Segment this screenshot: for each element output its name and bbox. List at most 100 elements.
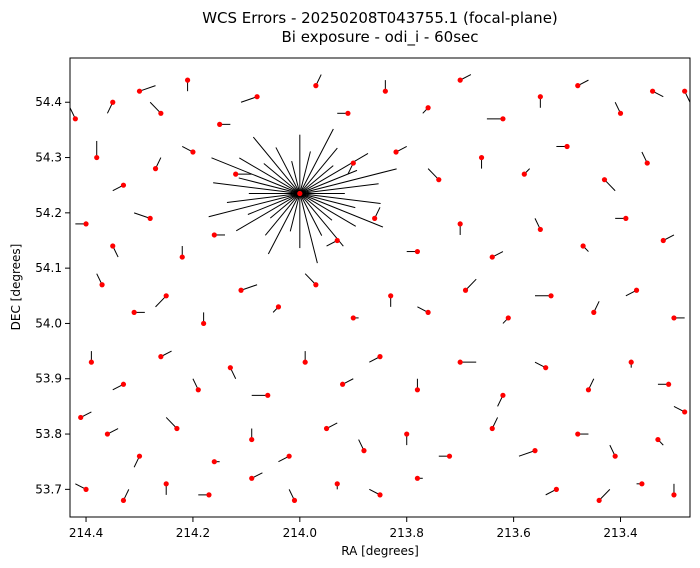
star-marker [104, 431, 111, 437]
star-marker [334, 237, 340, 244]
star-marker [158, 354, 164, 360]
star-marker [265, 392, 271, 398]
error-vector [299, 193, 357, 227]
error-vector [267, 193, 301, 255]
error-vector [299, 193, 333, 221]
error-vector [291, 160, 301, 194]
star-marker [553, 486, 559, 492]
error-vector [299, 151, 311, 194]
plot-frame [69, 57, 691, 518]
error-vector [299, 193, 384, 228]
star-marker [174, 425, 180, 432]
star-marker [537, 94, 543, 100]
star-marker [291, 497, 298, 504]
star-marker [580, 243, 586, 249]
star-marker [660, 237, 666, 244]
error-vector [518, 450, 536, 457]
star-marker [633, 287, 640, 293]
star-marker [350, 160, 356, 166]
y-tick-label: 54.4 [35, 95, 62, 109]
error-vector [226, 192, 300, 203]
star-marker [532, 448, 538, 454]
star-marker [83, 221, 89, 227]
x-tick-label: 213.8 [390, 526, 424, 540]
star-marker [249, 475, 255, 481]
star-marker [414, 248, 421, 255]
error-vector [252, 136, 301, 194]
star-marker [462, 287, 469, 293]
x-tick-label: 213.6 [496, 526, 530, 540]
star-marker [120, 497, 127, 504]
error-vector [240, 284, 258, 291]
error-vector [238, 177, 300, 194]
star-marker [500, 392, 506, 398]
star-marker [575, 431, 581, 437]
error-vector [213, 182, 300, 194]
error-vector [299, 153, 369, 194]
y-tick-label: 54.0 [35, 316, 62, 330]
star-marker [446, 453, 453, 459]
star-marker [500, 116, 506, 122]
star-marker [628, 359, 634, 365]
error-vector [299, 192, 381, 204]
error-vector [289, 193, 301, 232]
y-tick-label: 54.3 [35, 151, 62, 165]
star-marker [217, 121, 223, 127]
star-marker [120, 182, 127, 188]
error-vector [235, 193, 301, 232]
y-tick-label: 54.1 [35, 261, 62, 275]
star-marker [591, 309, 597, 315]
star-marker [649, 88, 656, 94]
star-marker [575, 83, 581, 89]
star-marker [136, 453, 143, 459]
star-marker [382, 88, 388, 94]
star-marker [313, 83, 319, 89]
star-marker [99, 282, 105, 288]
star-marker [617, 110, 624, 116]
star-marker [457, 221, 463, 227]
star-marker [190, 149, 196, 155]
star-marker [457, 359, 463, 365]
star-marker [254, 94, 260, 100]
error-vector [299, 128, 334, 194]
star-marker [489, 254, 495, 260]
star-marker [414, 475, 421, 481]
error-vector [239, 157, 301, 194]
star-marker [211, 232, 217, 238]
y-tick-label: 53.7 [35, 482, 62, 496]
x-axis: 214.4 214.2 214.0 213.8 213.6 213.4 [69, 517, 638, 540]
star-marker [163, 293, 169, 299]
star-marker [623, 215, 629, 221]
star-marker [184, 77, 191, 83]
star-marker [88, 359, 94, 365]
star-marker [393, 149, 399, 155]
star-marker [136, 88, 143, 94]
star-marker [206, 492, 212, 498]
star-marker [110, 99, 116, 105]
star-marker [377, 492, 383, 498]
star-marker [152, 166, 159, 172]
star-marker [233, 171, 239, 177]
star-marker [548, 293, 554, 299]
error-vector [299, 183, 379, 194]
error-vector [269, 193, 301, 219]
star-marker [323, 425, 330, 432]
y-axis: 53.7 53.8 53.9 54.0 54.1 54.2 54.3 54.4 [35, 95, 70, 496]
star-marker [313, 282, 319, 288]
star-marker [201, 320, 207, 327]
error-vector [240, 96, 258, 103]
star-marker [564, 143, 570, 150]
error-vector [299, 147, 338, 194]
star-marker [211, 459, 217, 465]
error-vector [299, 169, 358, 194]
star-marker [601, 177, 608, 183]
star-marker [543, 365, 549, 371]
star-marker [666, 381, 672, 387]
error-vector [211, 157, 301, 194]
star-marker [238, 287, 244, 293]
x-axis-label: RA [degrees] [341, 544, 419, 558]
star-marker [596, 497, 602, 504]
x-tick-label: 214.2 [176, 526, 210, 540]
star-marker [478, 154, 485, 161]
y-axis-label: DEC [degrees] [9, 244, 23, 331]
